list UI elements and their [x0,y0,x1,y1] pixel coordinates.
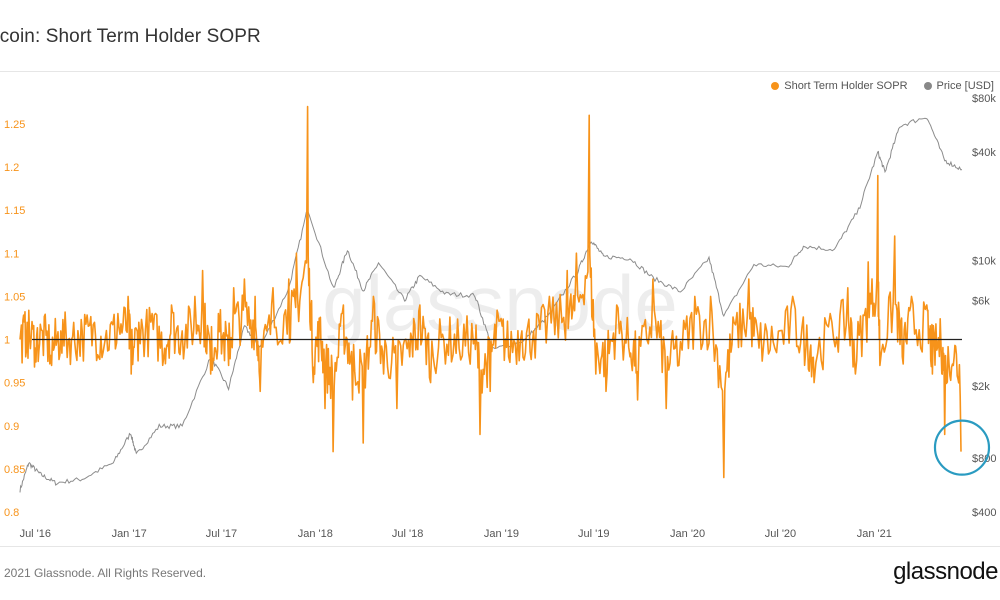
left-axis-tick-label: 0.85 [4,464,25,476]
footer-copyright: 2021 Glassnode. All Rights Reserved. [4,566,207,580]
x-axis-tick-label: Jul '19 [578,528,609,540]
x-axis-tick-label: Jul '17 [206,528,237,540]
left-axis-tick-label: 1.05 [4,291,25,303]
right-axis-tick-label: $10k [972,255,996,267]
right-axis-tick-label: $6k [972,295,990,307]
x-axis: Jul '16 Jan '17 Jul '17 Jan '18 Jul '18 Jan '… [20,528,892,540]
chart-legend: Short Term Holder SOPR Price [USD] [771,80,994,92]
header-divider [0,71,1000,72]
chart-title: itcoin: Short Term Holder SOPR [0,26,261,47]
highlight-circle [933,419,991,476]
right-axis-tick-label: $800 [972,453,996,465]
left-axis-tick-label: 0.8 [4,507,19,519]
left-axis-tick-label: 1 [4,335,10,347]
sopr-series-line [19,105,962,479]
left-axis-tick-label: 0.9 [4,421,19,433]
left-axis-tick-label: 1.2 [4,162,19,174]
x-axis-tick-label: Jan '19 [484,528,519,540]
right-axis: $80k $40k $10k $6k $2k $800 $400 [972,93,996,519]
left-axis-tick-label: 1.15 [4,205,25,217]
right-axis-tick-label: $40k [972,147,996,159]
x-axis-tick-label: Jan '20 [670,528,705,540]
x-axis-tick-label: Jan '21 [857,528,892,540]
legend-item-price[interactable]: Price [USD] [923,80,994,92]
right-axis-tick-label: $80k [972,93,996,105]
left-axis-tick-label: 0.95 [4,378,25,390]
legend-item-sopr[interactable]: Short Term Holder SOPR [771,80,908,92]
right-axis-tick-label: $400 [972,507,996,519]
legend-price-label: Price [USD] [936,80,994,92]
footer-divider [0,546,1000,547]
right-axis-tick-label: $2k [972,381,990,393]
left-axis-tick-label: 1.1 [4,248,19,260]
x-axis-tick-label: Jul '18 [392,528,423,540]
x-axis-tick-label: Jul '20 [765,528,796,540]
legend-sopr-dot-icon [771,82,780,90]
legend-price-dot-icon [923,82,932,90]
x-axis-tick-label: Jan '17 [112,528,147,540]
left-axis: 1.25 1.2 1.15 1.1 1.05 1 0.95 0.9 0.85 0.8 [4,119,25,519]
price-series-line [19,117,963,493]
legend-sopr-label: Short Term Holder SOPR [784,80,908,92]
x-axis-tick-label: Jul '16 [20,528,51,540]
left-axis-tick-label: 1.25 [4,119,25,131]
glassnode-logo: glassnode [893,558,998,585]
x-axis-tick-label: Jan '18 [298,528,333,540]
